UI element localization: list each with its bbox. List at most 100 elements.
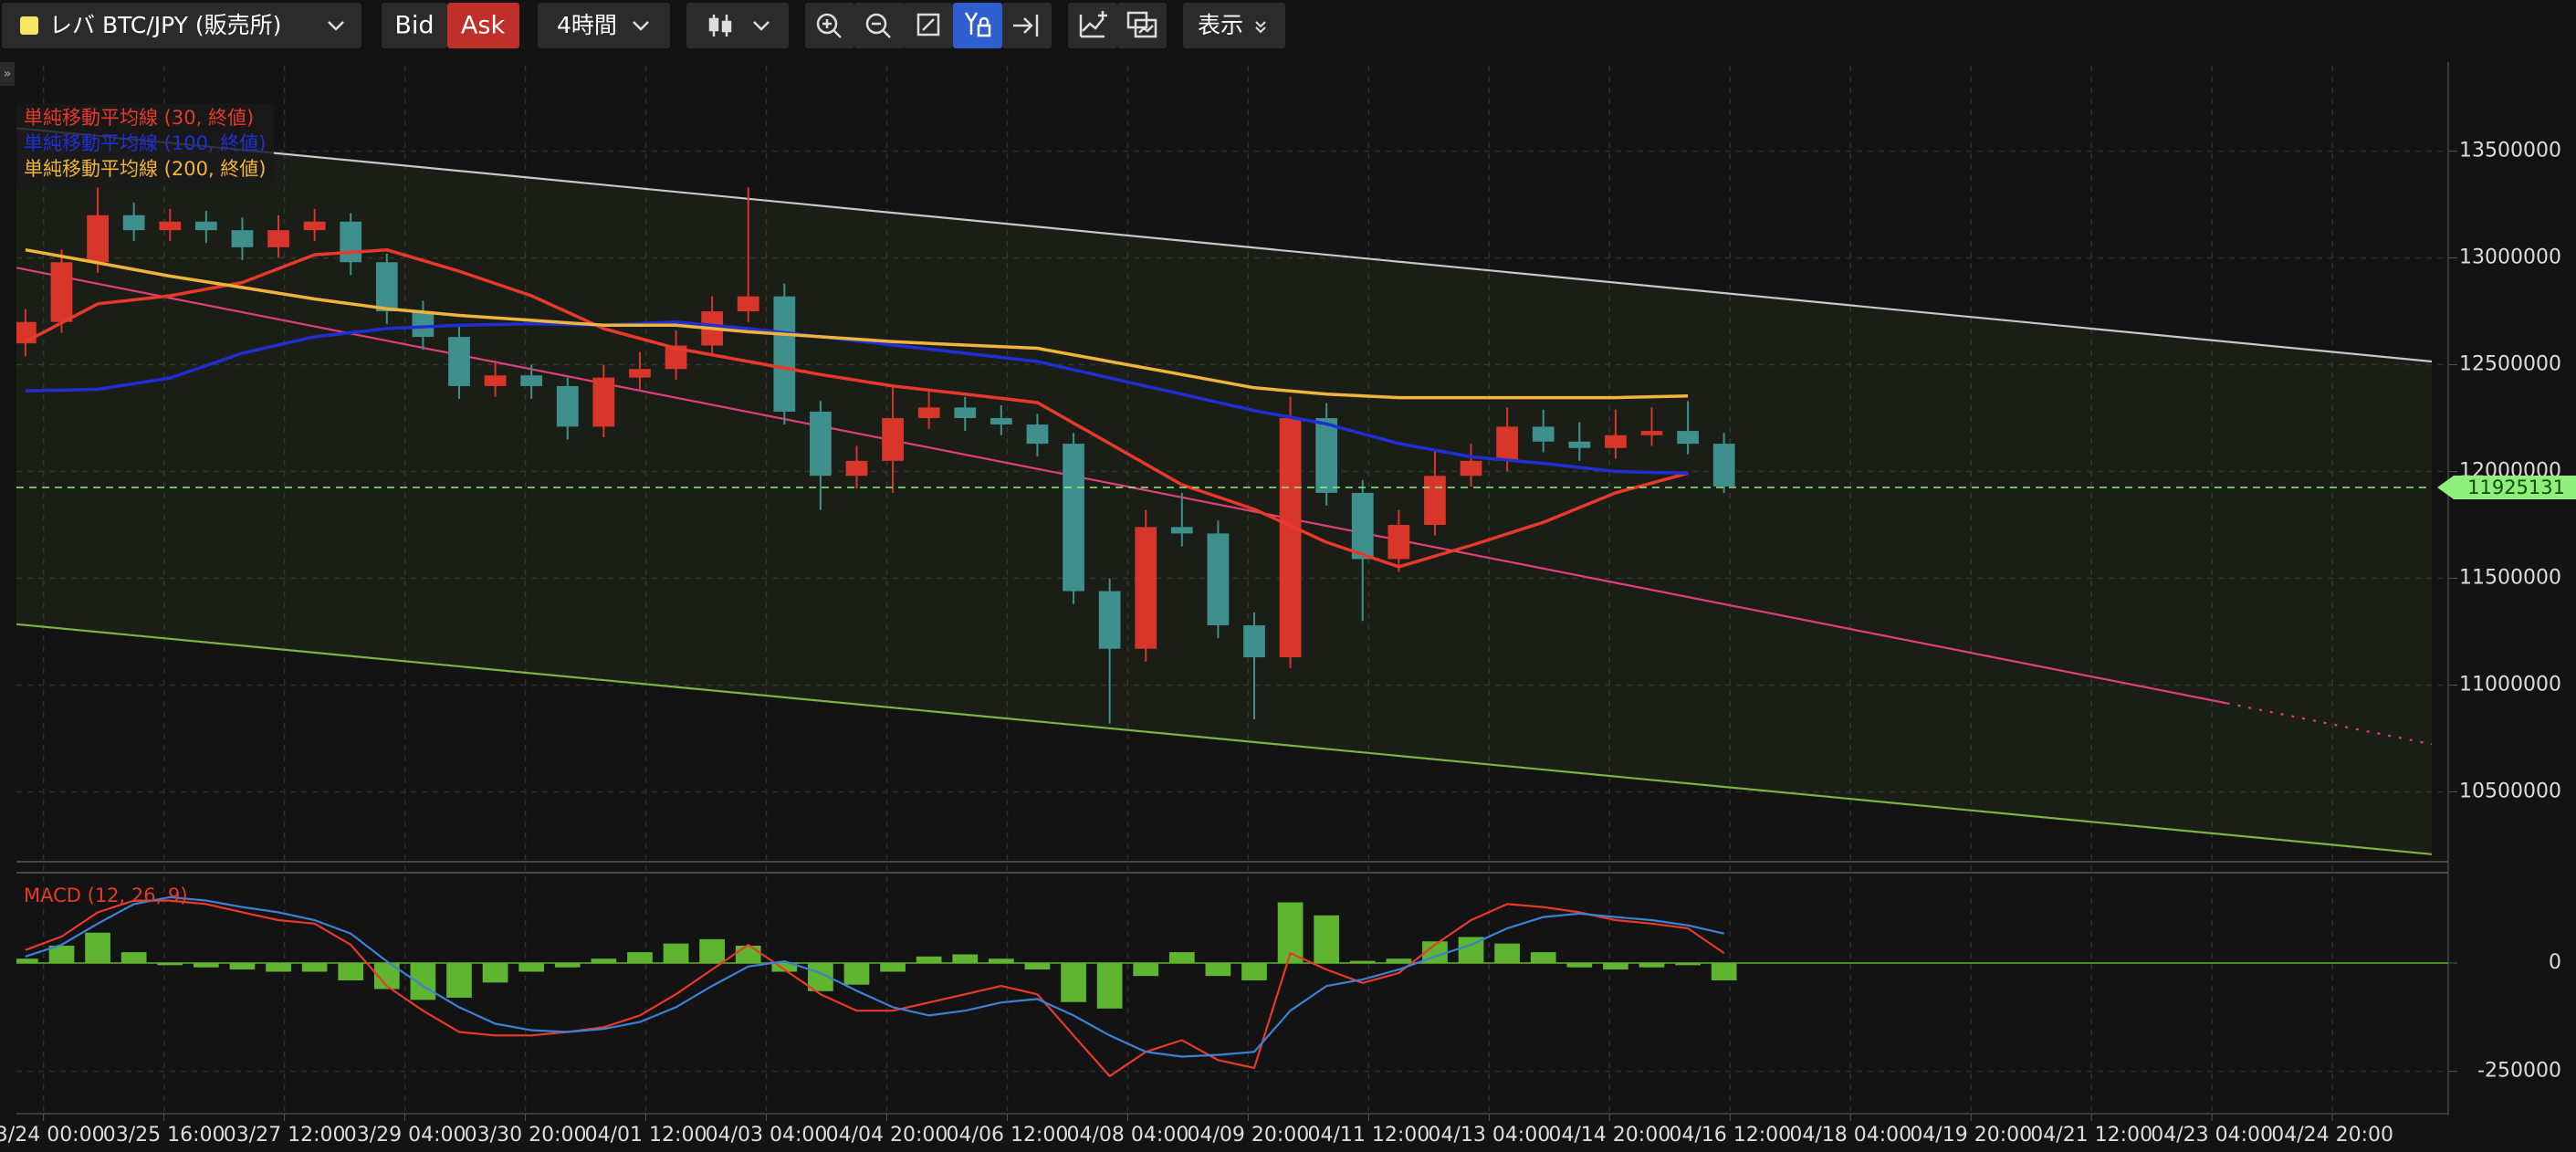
candle-body <box>448 337 470 386</box>
histogram-bar <box>1639 962 1665 968</box>
macd-title: MACD (12, 26, 9) <box>24 885 188 906</box>
panel-toggle[interactable] <box>0 62 15 86</box>
symbol-color <box>20 16 38 35</box>
candle-body <box>1063 444 1084 592</box>
candle-body <box>1207 533 1230 625</box>
candle-body <box>375 262 398 312</box>
histogram-bar <box>591 958 617 963</box>
histogram-bar <box>1133 962 1159 977</box>
candle-body <box>1712 444 1735 487</box>
histogram-bar <box>1494 943 1520 963</box>
histogram-bar <box>1314 915 1340 963</box>
candle-body <box>629 369 651 378</box>
moving-average <box>25 247 1689 400</box>
toolbar: レバ BTC/JPY (販売所) Bid Ask 4時間 表示 <box>2 3 1285 48</box>
candle-body <box>1243 624 1265 658</box>
view-dropdown[interactable] <box>1183 3 1285 48</box>
histogram-bar <box>157 962 183 966</box>
x-tick-label: 04/11 12:00 <box>1307 1124 1429 1147</box>
interval-label: 4時間 <box>557 12 617 38</box>
zoom-in-button[interactable] <box>805 3 854 48</box>
x-tick-label: 04/09 20:00 <box>1187 1124 1309 1147</box>
x-tick-label: 03/30 20:00 <box>465 1124 587 1147</box>
candle-body <box>520 375 543 386</box>
candle-body <box>87 215 109 263</box>
bid-label: Bid <box>394 12 434 40</box>
candle-body <box>665 345 687 370</box>
candle-body <box>1640 431 1663 435</box>
histogram-bar <box>1241 962 1267 980</box>
candle-body <box>773 296 796 413</box>
histogram-bar <box>120 952 147 963</box>
latest-icon <box>1013 15 1039 37</box>
macd-plot <box>16 895 1737 1077</box>
x-tick-label: 03/29 04:00 <box>344 1124 466 1147</box>
histogram-bar <box>699 938 725 963</box>
candle-body <box>556 385 579 427</box>
compare-button[interactable] <box>1117 3 1167 48</box>
histogram-bar <box>482 962 508 983</box>
candle-body <box>1460 460 1482 477</box>
histogram-bar <box>446 962 472 998</box>
histogram-bar <box>266 962 291 972</box>
y-tick-label: 13000000 <box>2459 246 2561 269</box>
y-tick-label: 13500000 <box>2459 140 2561 162</box>
y-tick-label: 12500000 <box>2459 353 2561 376</box>
x-tick-label: 03/25 16:00 <box>103 1124 225 1147</box>
histogram-bar <box>735 945 761 963</box>
histogram-bar <box>663 943 689 963</box>
candle-body <box>1532 426 1555 442</box>
ask-button[interactable] <box>447 3 519 48</box>
y-tick-label: -250000 <box>2477 1060 2561 1083</box>
legend-entry: 単純移動平均線 (30, 終値) <box>24 107 254 129</box>
histogram-bar <box>1675 962 1701 966</box>
bid-button[interactable] <box>382 3 447 48</box>
legend-box <box>16 104 274 184</box>
x-tick-label: 04/08 04:00 <box>1067 1124 1189 1147</box>
histogram-bar <box>1603 962 1628 970</box>
legend: 単純移動平均線 (30, 終値) 単純移動平均線 (100, 終値) 単純移動平均線… <box>16 104 274 906</box>
dropdown-arrow <box>328 21 344 31</box>
interval-dropdown[interactable] <box>538 3 670 48</box>
histogram-bar <box>229 962 256 970</box>
zoom-out-button[interactable] <box>854 3 904 48</box>
histogram-bar <box>1530 952 1556 963</box>
candle-body <box>1026 424 1049 445</box>
candle-body <box>737 296 759 312</box>
zoom-in-icon <box>816 13 842 38</box>
histogram-bar <box>301 962 328 972</box>
x-tick-label: 04/18 04:00 <box>1789 1124 1911 1147</box>
y-tick-label: 0 <box>2549 951 2561 974</box>
histogram-bar <box>916 956 942 963</box>
histogram-bar <box>880 962 906 972</box>
x-tick-label: 04/19 20:00 <box>1910 1124 2032 1147</box>
histogram-bar <box>1024 962 1051 970</box>
candle-body <box>592 377 615 427</box>
candle-body <box>810 412 832 477</box>
zoom-out-icon <box>865 13 891 38</box>
x-tick-label: 04/03 04:00 <box>706 1124 828 1147</box>
histogram-bar <box>410 962 436 1000</box>
histogram-bar <box>1205 962 1231 977</box>
symbol-dropdown[interactable] <box>2 3 361 48</box>
candle-body <box>1279 418 1302 658</box>
histogram-bar <box>1422 941 1448 963</box>
panel-toggle-icon: » <box>4 67 12 81</box>
dropdown-arrow <box>753 21 770 31</box>
chart-type-dropdown[interactable] <box>686 3 789 48</box>
histogram-bar <box>193 962 219 968</box>
histogram-bar <box>843 962 870 985</box>
candle-body <box>1135 527 1157 649</box>
y-tick-label: 10500000 <box>2459 780 2561 802</box>
histogram-bar <box>338 962 364 980</box>
candle-body <box>303 221 326 231</box>
candle-body <box>484 375 507 386</box>
legend-entry: 単純移動平均線 (100, 終値) <box>24 132 267 154</box>
candle-body <box>340 221 362 263</box>
candle-body <box>917 407 940 419</box>
trend-line <box>16 623 2432 855</box>
candle-body <box>1677 431 1699 445</box>
candle-body <box>845 460 868 477</box>
